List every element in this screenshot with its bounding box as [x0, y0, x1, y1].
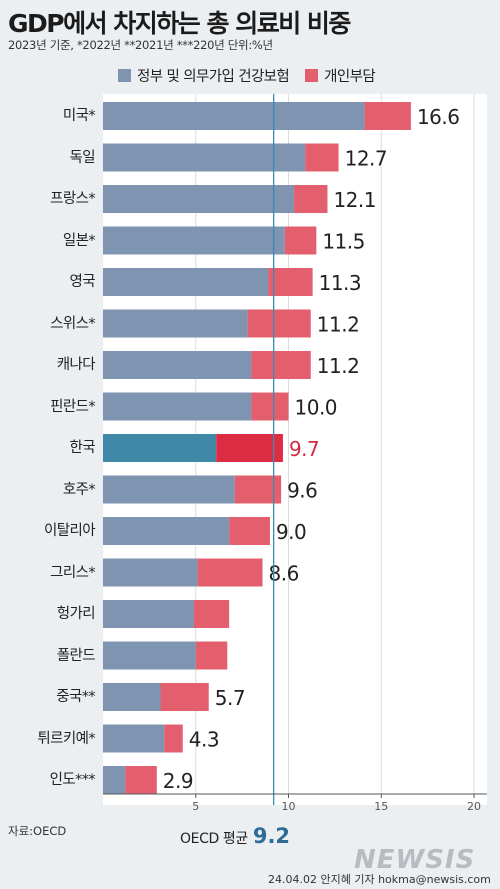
- value-label-2: 12.1: [333, 188, 376, 212]
- category-label-13: 폴란드: [56, 647, 96, 664]
- category-label-1: 독일: [69, 149, 96, 166]
- value-label-6: 11.2: [317, 354, 360, 378]
- category-label-15: 튀르키예*: [37, 730, 95, 747]
- bar-private-2: [294, 185, 328, 213]
- bar-private-4: [268, 268, 313, 296]
- value-label-14: 5.7: [215, 686, 245, 710]
- value-label-7: 10.0: [295, 396, 338, 420]
- bar-government-2: [103, 185, 295, 213]
- bar-government-13: [103, 641, 196, 670]
- bar-government-10: [103, 517, 230, 545]
- bar-government-1: [103, 143, 306, 172]
- category-label-5: 스위스*: [50, 315, 95, 332]
- value-label-4: 11.3: [319, 271, 362, 295]
- bar-private-10: [229, 517, 270, 545]
- value-label-8: 9.7: [289, 437, 319, 461]
- chart-title: GDP에서 차지하는 총 의료비 비중: [8, 9, 351, 38]
- legend-item-private: 개인부담: [305, 65, 376, 86]
- bar-chart: 16.6 12.7 12.1 11.5 11.3 11.2 11.2 10.0 9.7 9.6 9.…: [103, 94, 487, 805]
- bar-government-5: [103, 309, 248, 338]
- source-note: 자료:OECD: [8, 824, 67, 838]
- bar-private-16: [125, 766, 157, 794]
- value-label-1: 12.7: [345, 147, 388, 171]
- legend-swatch-private: [305, 69, 319, 82]
- bar-government-11: [103, 558, 198, 587]
- category-label-11: 그리스*: [50, 564, 95, 581]
- bar-private-0: [364, 102, 411, 130]
- chart-subtitle: 2023년 기준, *2022년 **2021년 ***220년 단위:%년: [8, 38, 273, 52]
- category-label-8: 한국: [69, 440, 96, 456]
- bar-government-7: [103, 392, 252, 421]
- x-tick-label-15: 15: [374, 800, 389, 813]
- oecd-average-value: 9.2: [252, 824, 291, 848]
- category-label-2: 프랑스*: [50, 191, 95, 207]
- bar-private-11: [197, 558, 263, 587]
- legend: 정부 및 의무가입 건강보험 개인부담: [118, 65, 391, 86]
- bar-private-12: [193, 600, 230, 628]
- oecd-average-label: OECD 평균 9.2: [180, 824, 290, 848]
- bar-government-12: [103, 600, 194, 628]
- bar-government-14: [103, 683, 161, 711]
- plot-area: 16.6 12.7 12.1 11.5 11.3 11.2 11.2 10.0 9.7 9.6 9.…: [103, 94, 487, 805]
- category-label-9: 호주*: [62, 481, 96, 498]
- value-label-5: 11.2: [317, 313, 360, 337]
- bar-government-15: [103, 724, 165, 753]
- category-label-14: 중국**: [56, 689, 95, 705]
- bar-government-6: [103, 351, 252, 379]
- oecd-average-text: OECD 평균: [180, 831, 248, 847]
- category-label-0: 미국*: [62, 108, 96, 124]
- x-tick-label-20: 20: [467, 800, 481, 813]
- credit-line: 24.04.02 안지혜 기자 hokma@newsis.com: [268, 873, 491, 886]
- bar-private-6: [251, 351, 311, 379]
- x-tick-label-5: 5: [192, 800, 200, 813]
- bar-private-8: [216, 434, 283, 462]
- legend-label-private: 개인부담: [324, 69, 376, 85]
- newsis-logo: NEWSIS: [354, 845, 476, 875]
- bar-private-7: [251, 392, 289, 421]
- bar-private-5: [247, 309, 311, 338]
- bar-private-14: [160, 683, 209, 711]
- legend-swatch-government: [118, 69, 131, 82]
- legend-item-government: 정부 및 의무가입 건강보험: [118, 65, 290, 86]
- value-label-9: 9.6: [287, 479, 317, 503]
- value-label-0: 16.6: [417, 105, 460, 129]
- category-label-12: 헝가리: [56, 606, 96, 622]
- category-label-16: 인도***: [49, 772, 96, 788]
- x-tick-label-10: 10: [281, 800, 296, 813]
- bar-government-4: [103, 268, 269, 296]
- bar-private-15: [164, 724, 183, 753]
- category-label-3: 일본*: [62, 232, 96, 249]
- value-label-10: 9.0: [276, 520, 306, 544]
- legend-label-government: 정부 및 의무가입 건강보험: [137, 69, 290, 85]
- category-label-10: 이탈리아: [44, 523, 96, 539]
- bar-government-0: [103, 102, 365, 130]
- bar-private-1: [305, 143, 339, 172]
- bar-government-16: [103, 766, 126, 794]
- bar-private-13: [195, 641, 228, 670]
- bar-government-3: [103, 226, 285, 255]
- bar-government-8: [103, 434, 217, 462]
- value-label-16: 2.9: [163, 769, 193, 793]
- value-label-15: 4.3: [189, 728, 219, 752]
- value-label-3: 11.5: [322, 230, 365, 254]
- category-label-7: 핀란드*: [50, 398, 95, 415]
- category-label-6: 캐나다: [56, 357, 96, 373]
- bar-government-9: [103, 475, 235, 504]
- category-label-4: 영국: [69, 274, 96, 290]
- bar-private-3: [284, 226, 317, 255]
